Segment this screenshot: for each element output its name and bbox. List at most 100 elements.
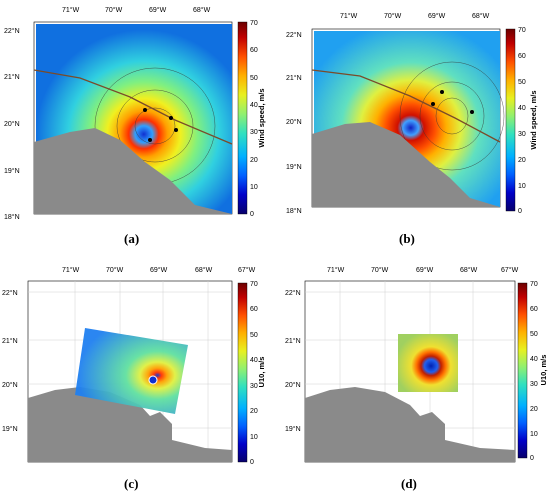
cbar-tick: 70 bbox=[530, 281, 538, 288]
contour-a bbox=[134, 107, 176, 145]
land-a bbox=[34, 128, 232, 214]
cbar-tick: 30 bbox=[518, 131, 526, 138]
panel-d: 71°W 70°W 69°W 68°W 67°W 22°N 21°N 20°N … bbox=[285, 266, 548, 463]
contour-b bbox=[399, 61, 505, 171]
lat-tick: 19°N bbox=[285, 425, 301, 433]
panel-b: 71°W 70°W 69°W 68°W 22°N 21°N 20°N 19°N … bbox=[286, 12, 538, 215]
lat-tick: 19°N bbox=[286, 163, 302, 171]
lon-tick: 67°W bbox=[238, 266, 256, 274]
cbar-tick: 70 bbox=[250, 281, 258, 288]
cbar-tick: 30 bbox=[250, 383, 258, 390]
lat-tick: 22°N bbox=[2, 289, 18, 297]
cbar-tick: 20 bbox=[530, 406, 538, 413]
lat-tick: 19°N bbox=[2, 425, 18, 433]
lon-ticks-a: 71°W 70°W 69°W 68°W bbox=[62, 6, 211, 14]
cbar-tick: 70 bbox=[518, 27, 526, 34]
panel-label-c: (c) bbox=[124, 476, 139, 491]
cbar-tick: 0 bbox=[250, 211, 254, 218]
cbar-tick: 60 bbox=[250, 47, 258, 54]
cbar-tick: 30 bbox=[530, 381, 538, 388]
colorbar-label-c: U10, m/s bbox=[257, 357, 266, 388]
lat-tick: 18°N bbox=[286, 207, 302, 215]
lon-ticks-c: 71°W 70°W 69°W 68°W 67°W bbox=[62, 266, 256, 274]
colorbar-ticks-c: 70 60 50 40 30 20 10 0 bbox=[250, 281, 258, 466]
lat-tick: 21°N bbox=[285, 337, 301, 345]
cbar-tick: 40 bbox=[518, 105, 526, 112]
cbar-tick: 60 bbox=[250, 306, 258, 313]
lat-tick: 18°N bbox=[4, 213, 20, 221]
lat-tick: 20°N bbox=[285, 381, 301, 389]
lon-tick: 67°W bbox=[501, 266, 519, 274]
colorbar-ticks-a: 70 60 50 40 30 20 10 0 bbox=[250, 20, 258, 218]
cbar-tick: 0 bbox=[518, 208, 522, 215]
lon-tick: 70°W bbox=[384, 12, 402, 20]
storm-eye-c bbox=[148, 375, 158, 385]
cbar-tick: 0 bbox=[250, 459, 254, 466]
lon-tick: 70°W bbox=[106, 266, 124, 274]
lat-tick: 21°N bbox=[2, 337, 18, 345]
contour-b bbox=[419, 81, 485, 151]
eye-markers-a bbox=[143, 108, 178, 142]
cbar-tick: 30 bbox=[250, 129, 258, 136]
lat-ticks-b: 22°N 21°N 20°N 19°N 18°N bbox=[286, 31, 302, 215]
cbar-tick: 60 bbox=[530, 306, 538, 313]
colorbar-d bbox=[517, 282, 528, 459]
cbar-tick: 50 bbox=[250, 332, 258, 339]
lat-tick: 20°N bbox=[2, 381, 18, 389]
lat-tick: 21°N bbox=[4, 73, 20, 81]
land-d bbox=[305, 387, 515, 462]
cbar-tick: 50 bbox=[518, 79, 526, 86]
track-b bbox=[311, 69, 501, 143]
land-b bbox=[312, 122, 500, 207]
lat-ticks-c: 22°N 21°N 20°N 19°N bbox=[2, 289, 18, 433]
panel-a: 71°W 70°W 69°W 68°W 22°N 21°N 20°N 19°N … bbox=[4, 6, 266, 221]
eye-markers-b bbox=[431, 90, 474, 114]
lon-tick: 68°W bbox=[195, 266, 213, 274]
cbar-tick: 0 bbox=[530, 455, 534, 462]
lon-tick: 71°W bbox=[340, 12, 358, 20]
colorbar-ticks-d: 70 60 50 40 30 20 10 0 bbox=[530, 281, 538, 462]
lon-tick: 69°W bbox=[149, 6, 167, 14]
lat-tick: 21°N bbox=[286, 74, 302, 82]
cbar-tick: 50 bbox=[250, 75, 258, 82]
lat-tick: 22°N bbox=[285, 289, 301, 297]
lon-tick: 71°W bbox=[62, 266, 80, 274]
lon-tick: 68°W bbox=[193, 6, 211, 14]
land-c bbox=[28, 387, 232, 462]
cbar-tick: 40 bbox=[250, 357, 258, 364]
lon-tick: 70°W bbox=[105, 6, 123, 14]
contour-a bbox=[116, 89, 194, 163]
lat-ticks-d: 22°N 21°N 20°N 19°N bbox=[285, 289, 301, 433]
colorbar-a bbox=[237, 21, 248, 215]
lon-tick: 70°W bbox=[371, 266, 389, 274]
lat-tick: 20°N bbox=[4, 120, 20, 128]
sar-swath-c bbox=[75, 328, 188, 414]
panel-label-d: (d) bbox=[401, 476, 417, 491]
lon-tick: 68°W bbox=[472, 12, 490, 20]
contour-b bbox=[435, 97, 469, 135]
colorbar-c bbox=[237, 282, 248, 463]
colorbar-ticks-b: 70 60 50 40 30 20 10 0 bbox=[518, 27, 526, 215]
cbar-tick: 40 bbox=[530, 356, 538, 363]
cbar-tick: 10 bbox=[250, 434, 258, 441]
cbar-tick: 70 bbox=[250, 20, 258, 27]
lat-tick: 22°N bbox=[286, 31, 302, 39]
cbar-tick: 20 bbox=[250, 157, 258, 164]
panel-label-b: (b) bbox=[399, 231, 415, 246]
lat-tick: 20°N bbox=[286, 118, 302, 126]
cbar-tick: 10 bbox=[530, 431, 538, 438]
colorbar-label-d: U10, m/s bbox=[539, 355, 548, 386]
cbar-tick: 20 bbox=[250, 408, 258, 415]
lon-tick: 71°W bbox=[327, 266, 345, 274]
colorbar-b bbox=[505, 28, 516, 212]
panel-c: 71°W 70°W 69°W 68°W 67°W 22°N 21°N 20°N … bbox=[2, 266, 266, 466]
lon-ticks-b: 71°W 70°W 69°W 68°W bbox=[340, 12, 490, 20]
lon-tick: 68°W bbox=[460, 266, 478, 274]
lon-tick: 71°W bbox=[62, 6, 80, 14]
lon-ticks-d: 71°W 70°W 69°W 68°W 67°W bbox=[327, 266, 519, 274]
track-a bbox=[33, 69, 233, 145]
cbar-tick: 60 bbox=[518, 53, 526, 60]
cbar-tick: 50 bbox=[530, 331, 538, 338]
cbar-tick: 10 bbox=[518, 183, 526, 190]
lon-tick: 69°W bbox=[428, 12, 446, 20]
